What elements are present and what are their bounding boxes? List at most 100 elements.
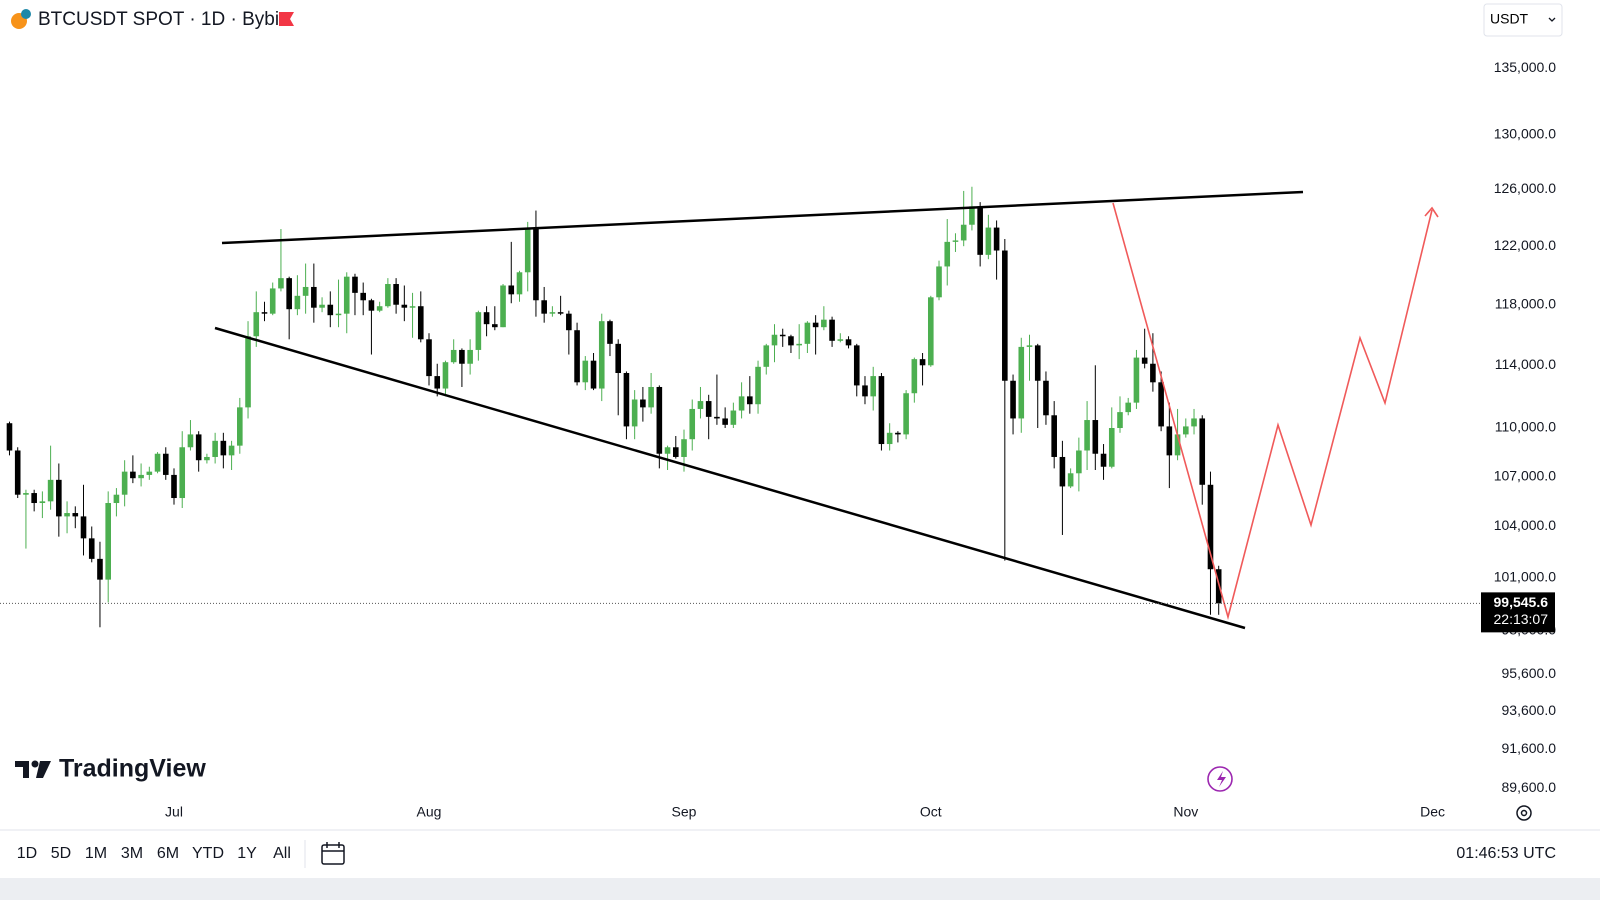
exchange-icon bbox=[21, 9, 31, 19]
candle-body bbox=[590, 360, 597, 389]
candle-body bbox=[475, 312, 482, 350]
watermark: TradingView bbox=[15, 755, 206, 783]
candle-body bbox=[697, 401, 704, 409]
candle-body bbox=[31, 493, 37, 504]
countdown: 22:13:07 bbox=[1494, 611, 1549, 627]
candle-body bbox=[722, 418, 728, 425]
candle-body bbox=[195, 434, 202, 461]
candle-body bbox=[1034, 345, 1041, 381]
candle-body bbox=[483, 312, 490, 325]
candle-body bbox=[508, 285, 515, 295]
candle-body bbox=[615, 343, 622, 374]
candle-body bbox=[681, 439, 687, 457]
candle-body bbox=[1191, 418, 1197, 427]
candle-body bbox=[738, 396, 745, 411]
candle-body bbox=[714, 416, 720, 419]
candle-body bbox=[895, 432, 901, 435]
candle-body bbox=[88, 538, 95, 559]
symbol-title: BTCUSDT SPOT · 1D · Bybit bbox=[38, 9, 285, 30]
candle-body bbox=[821, 319, 827, 328]
y-tick-label: 101,000.0 bbox=[1494, 569, 1556, 585]
candle-body bbox=[352, 276, 358, 293]
currency-label[interactable]: USDT bbox=[1490, 11, 1529, 27]
candle-body bbox=[747, 396, 753, 405]
candle-body bbox=[187, 434, 194, 448]
y-tick-label: 95,600.0 bbox=[1502, 665, 1557, 681]
candle-body bbox=[1092, 420, 1099, 454]
candle-body bbox=[1100, 453, 1107, 467]
currency-select[interactable]: USDT bbox=[1483, 3, 1563, 37]
candle-body bbox=[360, 292, 366, 301]
flag-icon bbox=[279, 12, 294, 26]
candle-body bbox=[755, 366, 761, 405]
candle-body bbox=[1051, 415, 1057, 457]
candle-body bbox=[401, 304, 408, 308]
candle-body bbox=[500, 285, 506, 328]
candle-body bbox=[1141, 357, 1148, 364]
y-tick-label: 104,000.0 bbox=[1494, 517, 1556, 533]
candle-body bbox=[56, 479, 62, 517]
candle-body bbox=[72, 513, 79, 517]
settings-icon[interactable] bbox=[1516, 805, 1532, 821]
candle-body bbox=[376, 306, 383, 311]
y-tick-label: 89,600.0 bbox=[1502, 779, 1557, 795]
range-button[interactable]: 5D bbox=[51, 845, 71, 862]
candle-body bbox=[302, 286, 309, 296]
last-price-box bbox=[1481, 592, 1555, 633]
trend-line bbox=[214, 326, 1246, 630]
candle-body bbox=[566, 313, 572, 331]
candle-body bbox=[574, 330, 580, 383]
range-button[interactable]: 6M bbox=[157, 845, 179, 862]
range-button[interactable]: All bbox=[273, 845, 291, 862]
projection-path bbox=[1112, 202, 1433, 621]
candle-body bbox=[393, 284, 399, 305]
range-button[interactable]: 1Y bbox=[237, 845, 257, 862]
candle-body bbox=[162, 453, 169, 475]
y-tick-label: 91,600.0 bbox=[1502, 740, 1557, 756]
candle-body bbox=[294, 295, 301, 310]
range-button[interactable]: 3M bbox=[121, 845, 143, 862]
candle-body bbox=[253, 312, 260, 337]
candle-body bbox=[1084, 420, 1090, 451]
candle-body bbox=[524, 227, 531, 273]
candle-body bbox=[1059, 456, 1066, 487]
candle-body bbox=[936, 266, 942, 298]
candle-body bbox=[837, 339, 844, 341]
candle-body bbox=[1207, 484, 1214, 570]
candle-body bbox=[450, 349, 457, 363]
y-tick-label: 126,000.0 bbox=[1494, 180, 1556, 196]
candle-body bbox=[130, 471, 136, 479]
candle-body bbox=[261, 312, 268, 314]
candle-body bbox=[977, 206, 983, 255]
candle-body bbox=[417, 306, 424, 340]
candle-body bbox=[228, 445, 235, 456]
projection-arrow bbox=[1424, 206, 1439, 218]
candle-body bbox=[171, 474, 177, 499]
candle-body bbox=[878, 376, 885, 445]
range-button[interactable]: 1M bbox=[85, 845, 107, 862]
range-button[interactable]: YTD bbox=[192, 845, 224, 862]
lightning-icon[interactable] bbox=[1207, 766, 1233, 792]
candle-body bbox=[319, 304, 325, 308]
candle-body bbox=[689, 408, 696, 440]
candle-body bbox=[6, 423, 13, 451]
candle-body bbox=[327, 304, 334, 316]
candle-body bbox=[179, 447, 186, 499]
candle-body bbox=[269, 288, 276, 314]
candle-body bbox=[623, 373, 630, 427]
candle-body bbox=[1043, 380, 1049, 416]
candle-body bbox=[1076, 450, 1082, 474]
candle-body bbox=[442, 362, 449, 389]
candle-body bbox=[771, 334, 778, 346]
date-range-icon[interactable] bbox=[321, 842, 345, 865]
range-button[interactable]: 1D bbox=[17, 845, 37, 862]
candle-body bbox=[467, 349, 473, 364]
candle-body bbox=[1133, 357, 1140, 403]
candle-body bbox=[385, 284, 391, 307]
candle-body bbox=[1117, 412, 1123, 429]
candle-body bbox=[845, 339, 852, 346]
candle-body bbox=[557, 312, 564, 314]
candle-body bbox=[1002, 250, 1008, 381]
